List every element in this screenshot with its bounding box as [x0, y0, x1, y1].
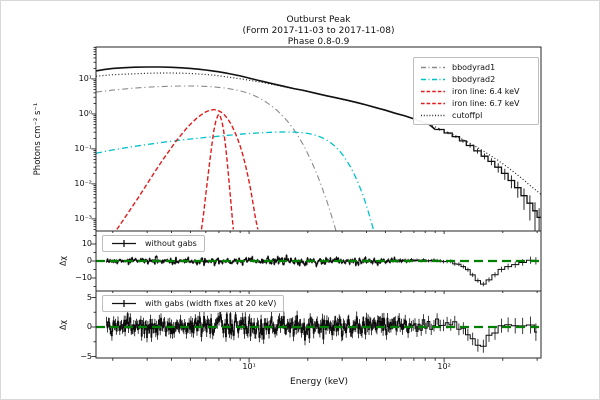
main-legend: bbodyrad1 bbodyrad2 iron line: 6.4 keV iron…	[413, 57, 539, 125]
legend-entry-bbodyrad1: bbodyrad1	[420, 61, 532, 73]
legend-line-sample-icon	[421, 66, 445, 68]
legend-entry-bbodyrad2: bbodyrad2	[420, 73, 532, 85]
legend-entry-label: cutoffpl	[452, 110, 483, 120]
main-panel-curves	[96, 66, 541, 231]
residual2-legend-label: with gabs (width fixes at 20 keV)	[145, 299, 277, 308]
legend-line-sample-icon	[421, 78, 445, 80]
errorbar-marker-icon	[112, 300, 136, 307]
residual2-trace	[96, 309, 541, 353]
title-line-2: (Form 2017-11-03 to 2017-11-08)	[242, 26, 395, 36]
data-steps	[435, 128, 541, 219]
legend-line-sample-icon	[421, 102, 445, 104]
residual1-trace	[96, 254, 541, 287]
legend-entry-iron-line-6-7-keV: iron line: 6.7 keV	[420, 97, 532, 109]
legend-entry-iron-line-6-4-keV: iron line: 6.4 keV	[420, 85, 532, 97]
residual2-y-axis-label: Δχ	[58, 319, 68, 331]
series-iron-line-6-7-keV	[200, 112, 234, 230]
data-errorbars	[439, 128, 540, 231]
residual2-legend: with gabs (width fixes at 20 keV)	[102, 295, 285, 312]
series-total	[96, 66, 436, 131]
title-line-1: Outburst Peak	[286, 15, 351, 25]
x-axis-label: Energy (keV)	[290, 377, 348, 387]
series-iron-line-6-4-keV	[116, 108, 259, 230]
panel-frame	[95, 290, 542, 359]
legend-entry-label: iron line: 6.4 keV	[452, 86, 520, 96]
main-y-axis-label: Photons cm⁻² s⁻¹	[33, 102, 43, 176]
errorbar-marker-icon	[112, 240, 136, 247]
legend-entry-cutoffpl: cutoffpl	[420, 109, 532, 121]
title-line-3: Phase 0.8-0.9	[287, 37, 350, 47]
series-bbodyrad2	[96, 131, 375, 231]
residual1-legend-label: without gabs	[145, 239, 197, 248]
legend-entry-label: bbodyrad1	[452, 62, 496, 72]
chart-title: Outburst Peak (Form 2017-11-03 to 2017-1…	[96, 15, 541, 48]
residual1-legend: without gabs	[102, 235, 205, 252]
series-bbodyrad1	[96, 85, 337, 231]
legend-line-sample-icon	[421, 90, 445, 92]
legend-entry-label: iron line: 6.7 keV	[452, 98, 520, 108]
legend-line-sample-icon	[421, 114, 445, 116]
legend-entry-label: bbodyrad2	[452, 74, 496, 84]
residual1-y-axis-label: Δχ	[58, 255, 68, 267]
